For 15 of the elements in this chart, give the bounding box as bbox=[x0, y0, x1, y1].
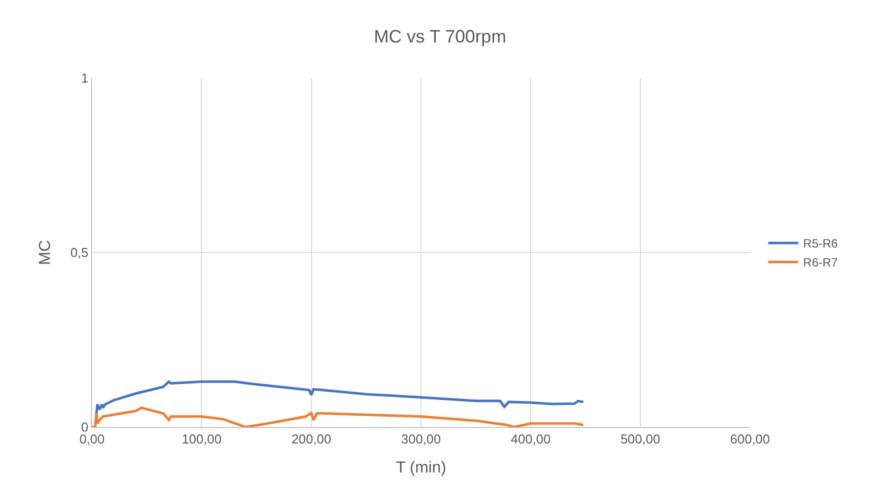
x-tick-label: 600,00 bbox=[730, 432, 770, 447]
x-tick-label: 200,00 bbox=[291, 432, 332, 447]
line-series bbox=[92, 406, 585, 427]
line-series bbox=[95, 380, 585, 414]
x-tick-label: 100,00 bbox=[182, 432, 222, 447]
y-tick-label: 0,5 bbox=[70, 245, 88, 260]
y-axis-title: MC bbox=[37, 240, 54, 265]
legend-label: R6-R7 bbox=[803, 256, 838, 270]
x-tick-label: 500,00 bbox=[620, 432, 660, 447]
x-tick-label: 300,00 bbox=[401, 432, 441, 447]
y-tick-label: 1 bbox=[81, 70, 88, 86]
chart-title: MC vs T 700rpm bbox=[374, 26, 506, 46]
legend-label: R5-R6 bbox=[803, 236, 838, 251]
x-tick-label: 400,00 bbox=[510, 432, 551, 447]
x-axis-title: T (min) bbox=[396, 459, 446, 476]
